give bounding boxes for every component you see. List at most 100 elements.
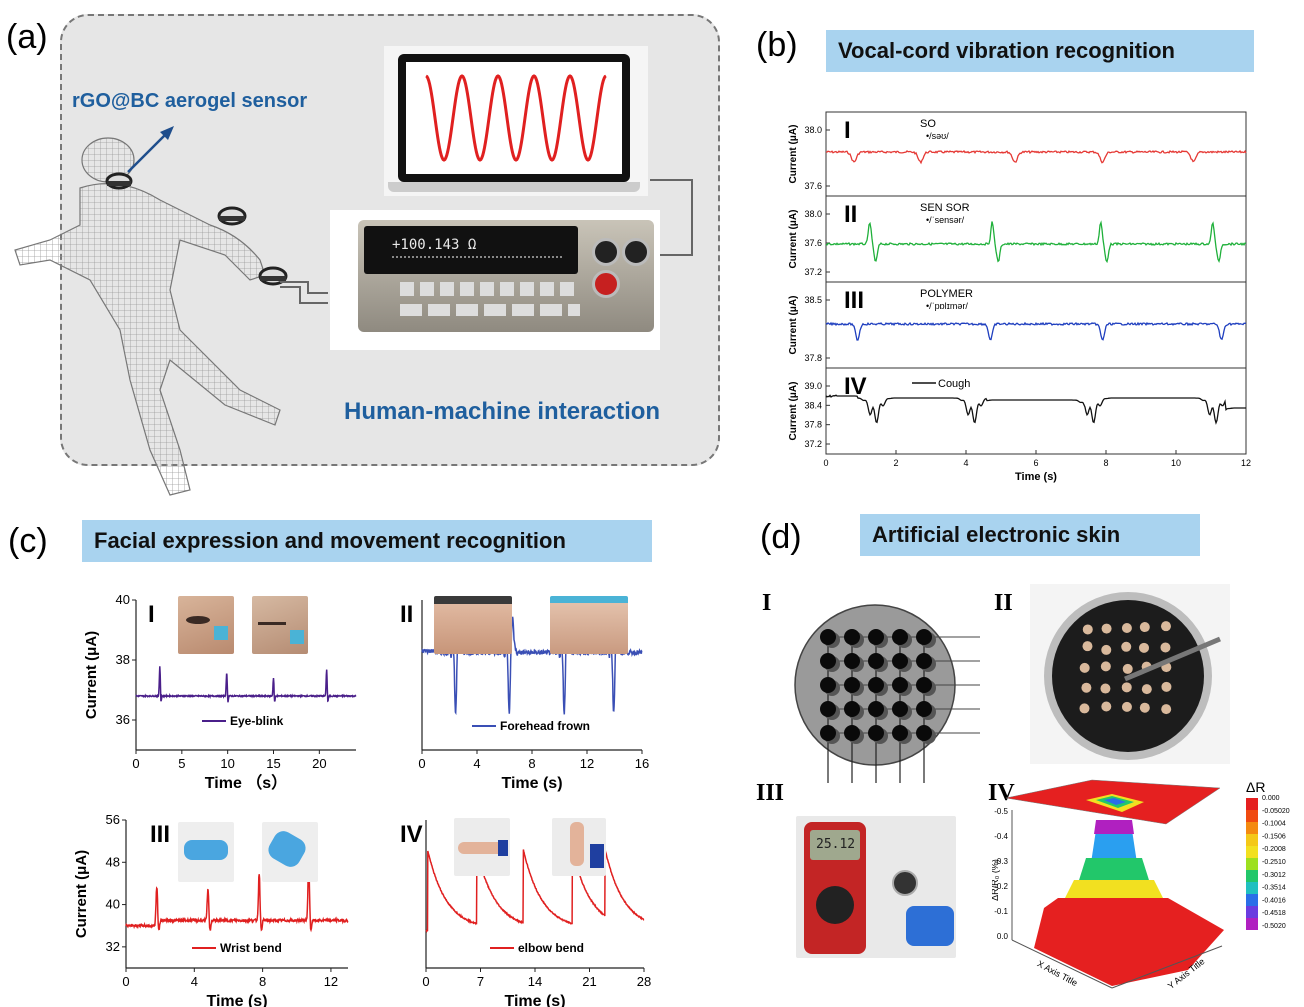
sensor-label: rGO@BC aerogel sensor — [72, 90, 308, 112]
vocal-row-frame — [825, 367, 1247, 455]
electrode-node — [820, 725, 836, 741]
electrode-node — [844, 725, 860, 741]
elbow-bent-photo — [552, 818, 606, 876]
electrode-node — [844, 677, 860, 693]
x-tick-label: 20 — [312, 756, 326, 771]
colorbar-tick: -0.4518 — [1262, 910, 1286, 917]
meter-display: +100.143 Ω — [364, 226, 578, 274]
sensor-node-dot — [1079, 662, 1090, 673]
x-tick-label: 0 — [418, 756, 425, 771]
series-line — [425, 849, 645, 933]
y-tick-label: 36 — [116, 712, 130, 727]
sensor-node-dot — [1100, 683, 1111, 694]
colorbar-tick: 0.000 — [1262, 795, 1280, 802]
colorbar-tick: -0.3012 — [1262, 872, 1286, 879]
vocal-xlabel: Time (s) — [1015, 471, 1057, 483]
colorbar-segment — [1246, 858, 1258, 870]
electrode-node — [916, 653, 932, 669]
electrode-node — [868, 725, 884, 741]
sensor-node-dot — [1160, 642, 1171, 653]
x-axis-label: Time (s) — [504, 993, 565, 1007]
vocal-ylabel: Current (μA) — [788, 296, 799, 355]
sensor-node-dot — [1101, 623, 1112, 634]
vocal-x-tick: 4 — [963, 458, 968, 468]
colorbar-segment — [1246, 870, 1258, 882]
chart-roman: IV — [400, 821, 423, 848]
colorbar-segment — [1246, 834, 1258, 846]
colorbar-tick: -0.1004 — [1262, 821, 1286, 828]
x-axis-label: Time （s） — [205, 774, 287, 792]
y-tick-label: 56 — [106, 812, 120, 827]
colorbar-segment — [1246, 822, 1258, 834]
colorbar-segment — [1246, 810, 1258, 822]
x-tick-label: 12 — [580, 756, 594, 771]
y-tick-label: 48 — [106, 854, 120, 869]
colorbar-tick: -0.2510 — [1262, 859, 1286, 866]
vocal-row-phonetic: •/ˈsensər/ — [926, 215, 965, 225]
d-roman-4: IV — [988, 780, 1015, 806]
electrode-node — [844, 701, 860, 717]
sensor-node-dot — [1161, 704, 1172, 715]
vocal-y-tick: 37.6 — [804, 238, 822, 248]
vocal-y-tick: 37.6 — [804, 181, 822, 191]
vocal-series-line — [825, 321, 1247, 341]
sensor-puck-neck — [105, 172, 133, 190]
z-tick: 0.0 — [997, 932, 1009, 941]
colorbar-title: ΔR — [1246, 779, 1265, 795]
surface-band-purple — [1094, 820, 1134, 834]
legend-label: Eye-blink — [230, 714, 284, 728]
electrode-node — [892, 677, 908, 693]
sensor-node-dot — [1100, 661, 1111, 672]
vocal-x-tick: 12 — [1241, 458, 1251, 468]
sensor-node-dot — [1082, 624, 1093, 635]
vocal-y-tick: 38.4 — [804, 400, 822, 410]
sensor-node-dot — [1101, 701, 1112, 712]
top-plane-hotspot-blue — [1104, 798, 1126, 805]
x-tick-label: 8 — [259, 974, 266, 989]
electrode-node — [892, 725, 908, 741]
eye-closed-photo — [252, 596, 308, 654]
vocal-row-word: SO — [920, 118, 936, 130]
vocal-row-word: POLYMER — [920, 288, 973, 300]
surface-3d-plot: -0.5-0.4-0.3-0.2-0.10.0ΔR/R₀ (%)X Axis T… — [992, 779, 1290, 991]
sensor-node-dot — [1139, 622, 1150, 633]
colorbar-segment — [1246, 906, 1258, 918]
forehead-frown-photo — [550, 596, 628, 654]
electrode-node — [916, 629, 932, 645]
electrode-node — [844, 653, 860, 669]
sensor-node-dot — [1139, 702, 1150, 713]
sensor-node-dot — [1139, 642, 1150, 653]
panel-d-title: Artificial electronic skin — [860, 514, 1200, 556]
x-tick-label: 4 — [473, 756, 480, 771]
series-line — [135, 666, 357, 703]
multimeter-readout: 25.12 — [816, 837, 856, 852]
sensor-node-dot — [1161, 681, 1172, 692]
y-axis-label: Current (μA) — [73, 850, 90, 938]
vocal-ylabel: Current (μA) — [788, 210, 799, 269]
colorbar-segment — [1246, 798, 1258, 810]
colorbar-tick: -0.4016 — [1262, 897, 1286, 904]
sensor-node-dot — [1082, 641, 1093, 652]
vocal-y-tick: 38.5 — [804, 295, 822, 305]
sensor-node-dot — [1121, 682, 1132, 693]
vocal-row-phonetic: •/səʊ/ — [926, 131, 949, 141]
electrode-node — [868, 629, 884, 645]
surface-base-red — [1034, 898, 1224, 986]
connection-wires — [280, 179, 693, 304]
vocal-row-roman: IV — [844, 373, 867, 400]
x-tick-label: 0 — [122, 974, 129, 989]
vocal-row-roman: III — [844, 287, 864, 314]
colorbar-segment — [1246, 894, 1258, 906]
y-tick-label: 38 — [116, 652, 130, 667]
legend-label: Wrist bend — [220, 941, 282, 955]
x-tick-label: 12 — [324, 974, 338, 989]
y-tick-label: 40 — [116, 592, 130, 607]
d-roman-3: III — [756, 780, 785, 806]
vocal-y-tick: 37.8 — [804, 353, 822, 363]
vocal-y-tick: 38.0 — [804, 125, 822, 135]
vocal-row-roman: I — [844, 117, 851, 144]
x-tick-label: 8 — [528, 756, 535, 771]
sensor-node-dot — [1079, 703, 1090, 714]
vocal-x-tick: 0 — [823, 458, 828, 468]
eye-open-photo — [178, 596, 234, 654]
